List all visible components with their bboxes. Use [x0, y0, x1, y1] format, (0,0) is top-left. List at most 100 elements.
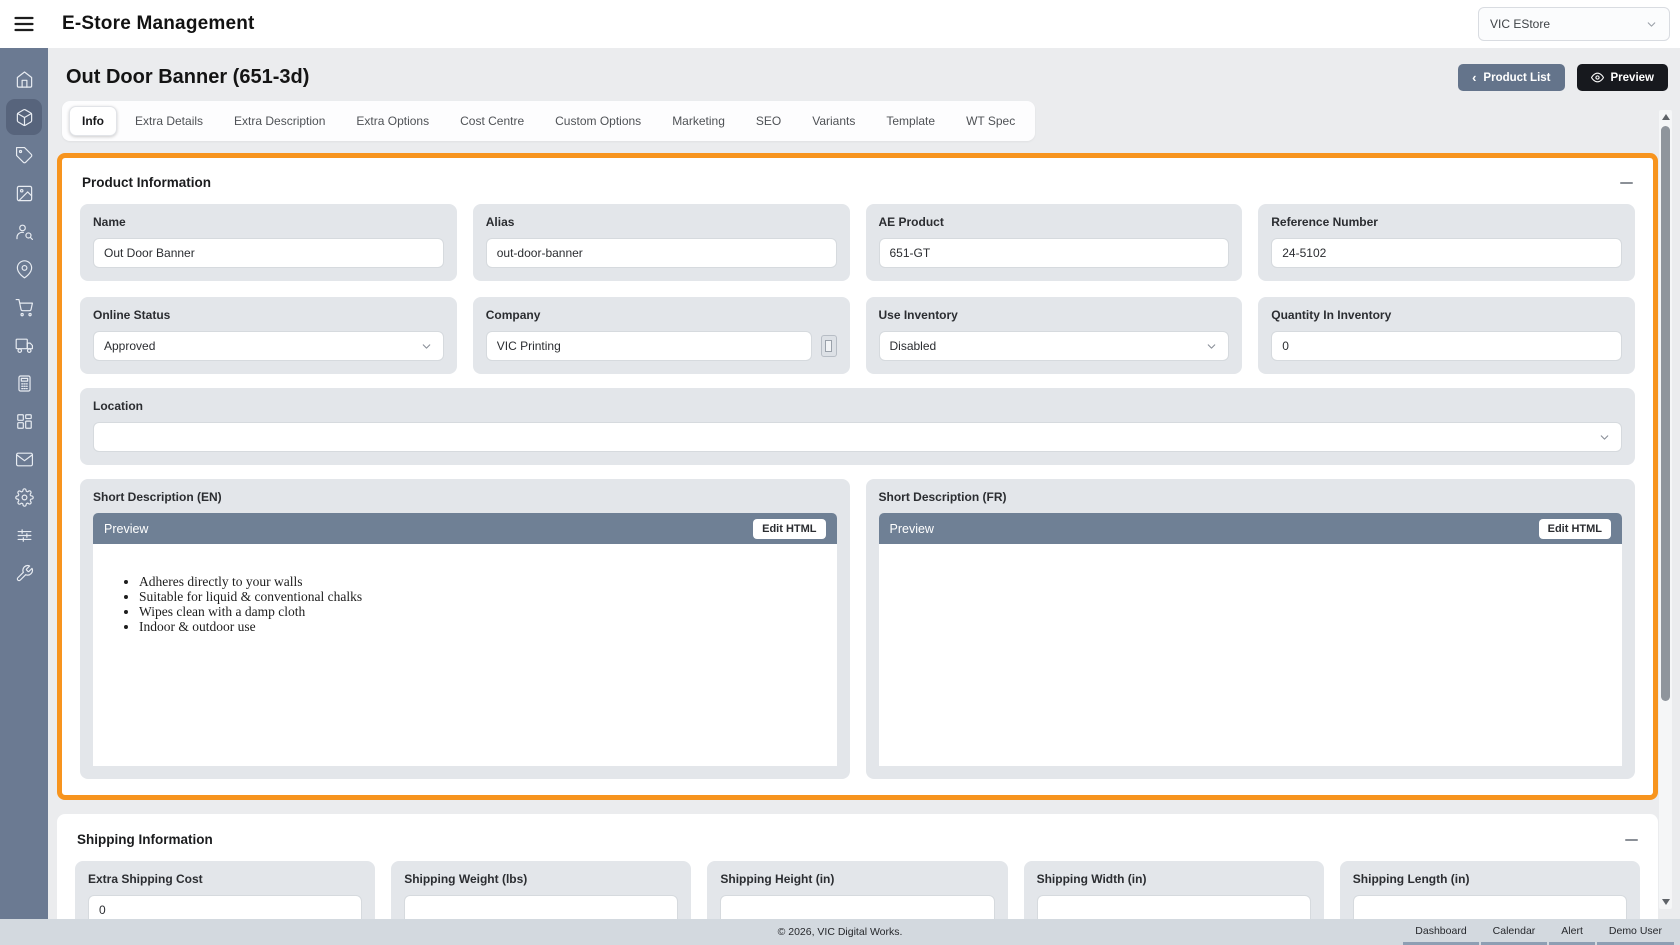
tab-extra-details[interactable]: Extra Details — [135, 114, 204, 128]
field-label: AE Product — [878, 215, 944, 229]
tab-marketing[interactable]: Marketing — [672, 114, 725, 128]
scrollbar-thumb[interactable] — [1661, 126, 1670, 701]
footer-link-dashboard[interactable]: Dashboard — [1403, 919, 1479, 945]
sidebar-item-home[interactable] — [6, 61, 42, 97]
quantity-in-inventory-input[interactable] — [1271, 331, 1622, 361]
use-inventory-select[interactable]: Disabled — [878, 331, 1230, 361]
vertical-scrollbar[interactable] — [1659, 110, 1672, 909]
sidebar-item-orders[interactable] — [6, 289, 42, 325]
product-information-panel: Product Information Name Alias AE Produc… — [57, 153, 1658, 800]
sidebar-item-locations[interactable] — [6, 251, 42, 287]
field-location: Location — [80, 388, 1635, 465]
name-input[interactable] — [93, 238, 444, 268]
scroll-down-button[interactable] — [1659, 895, 1672, 909]
sidebar-item-apps[interactable] — [6, 403, 42, 439]
section-title: Shipping Information — [77, 832, 213, 847]
field-shipping-height: Shipping Height (in) — [707, 861, 1008, 919]
sidebar-item-shipping[interactable] — [6, 327, 42, 363]
field-label: Shipping Length (in) — [1352, 872, 1470, 886]
preferences-sliders-icon — [17, 528, 31, 542]
shipping-weight-input[interactable] — [404, 895, 679, 919]
section-title: Product Information — [82, 175, 211, 190]
field-label: Company — [485, 308, 541, 322]
location-select[interactable] — [93, 422, 1622, 452]
company-lookup-button[interactable] — [820, 335, 837, 357]
field-label: Online Status — [93, 308, 171, 322]
calculator-icon — [17, 374, 31, 392]
customers-search-icon — [15, 224, 33, 240]
edit-html-button-fr[interactable]: Edit HTML — [1538, 518, 1611, 539]
tab-wt-spec[interactable]: WT Spec — [966, 114, 1016, 128]
company-input[interactable] — [485, 331, 812, 361]
sidebar-item-preferences[interactable] — [6, 517, 42, 553]
collapse-section-icon[interactable] — [1625, 838, 1638, 841]
lookup-icon — [825, 340, 832, 352]
short-description-en: Short Description (EN) Preview Edit HTML… — [80, 479, 850, 779]
sidebar-item-settings[interactable] — [6, 479, 42, 515]
tab-seo[interactable]: SEO — [755, 114, 782, 128]
tab-custom-options[interactable]: Custom Options — [555, 114, 642, 128]
collapse-section-icon[interactable] — [1620, 181, 1633, 184]
sidebar-item-media[interactable] — [6, 175, 42, 211]
bullet-item: Indoor & outdoor use — [139, 619, 837, 634]
field-reference-number: Reference Number — [1258, 204, 1635, 281]
tab-extra-description[interactable]: Extra Description — [234, 114, 326, 128]
products-box-icon — [16, 108, 32, 126]
copyright-text: © 2026, VIC Digital Works. — [777, 926, 903, 938]
reference-number-input[interactable] — [1271, 238, 1622, 268]
field-label: Use Inventory — [878, 308, 958, 322]
description-preview-en[interactable]: Adheres directly to your walls Suitable … — [93, 544, 837, 766]
location-pin-icon — [16, 259, 32, 278]
short-description-fr: Short Description (FR) Preview Edit HTML — [865, 479, 1635, 779]
tab-extra-options[interactable]: Extra Options — [356, 114, 430, 128]
store-selector-value: VIC EStore — [1490, 17, 1551, 31]
field-extra-shipping-cost: Extra Shipping Cost — [75, 861, 376, 919]
shopping-cart-icon — [15, 298, 33, 316]
product-list-button[interactable]: ‹ Product List — [1458, 64, 1565, 91]
sidebar-item-tags[interactable] — [6, 137, 42, 173]
field-label: Name — [93, 215, 126, 229]
shipping-height-input[interactable] — [720, 895, 995, 919]
online-status-select[interactable]: Approved — [93, 331, 444, 361]
alias-input[interactable] — [485, 238, 837, 268]
field-company: Company — [472, 297, 850, 374]
tab-variants[interactable]: Variants — [812, 114, 856, 128]
shipping-length-input[interactable] — [1352, 895, 1627, 919]
scroll-up-icon — [1661, 114, 1670, 120]
chevron-down-icon — [1207, 343, 1216, 349]
sidebar-item-tools[interactable] — [6, 555, 42, 591]
tag-icon — [15, 146, 32, 163]
bullet-item: Wipes clean with a damp cloth — [139, 604, 837, 619]
settings-gear-icon — [14, 487, 34, 507]
scroll-up-button[interactable] — [1659, 110, 1672, 124]
sidebar-item-accounting[interactable] — [6, 365, 42, 401]
edit-html-button-en[interactable]: Edit HTML — [753, 518, 826, 539]
footer-link-alert[interactable]: Alert — [1549, 919, 1595, 945]
tab-info[interactable]: Info — [69, 106, 117, 136]
tab-cost-centre[interactable]: Cost Centre — [460, 114, 525, 128]
extra-shipping-cost-input[interactable] — [88, 895, 363, 919]
sidebar-item-products[interactable] — [6, 99, 42, 135]
field-use-inventory: Use Inventory Disabled — [865, 297, 1243, 374]
tab-template[interactable]: Template — [886, 114, 936, 128]
store-selector[interactable]: VIC EStore — [1478, 7, 1670, 41]
description-preview-fr[interactable] — [878, 544, 1622, 766]
footer-link-demo-user[interactable]: Demo User — [1596, 919, 1674, 945]
menu-toggle-button[interactable] — [0, 12, 48, 36]
field-label: Shipping Weight (lbs) — [404, 872, 528, 886]
field-label: Short Description (EN) — [93, 490, 222, 504]
field-label: Quantity In Inventory — [1271, 308, 1392, 322]
field-alias: Alias — [472, 204, 850, 281]
footer-link-calendar[interactable]: Calendar — [1480, 919, 1548, 945]
top-bar: E-Store Management VIC EStore — [0, 0, 1680, 48]
field-shipping-length: Shipping Length (in) — [1339, 861, 1640, 919]
field-label: Short Description (FR) — [878, 490, 1007, 504]
preview-button[interactable]: Preview — [1576, 64, 1668, 91]
shipping-width-input[interactable] — [1036, 895, 1311, 919]
sidebar-item-mail[interactable] — [6, 441, 42, 477]
sidebar-item-customers[interactable] — [6, 213, 42, 249]
footer-bar: © 2026, VIC Digital Works. Dashboard Cal… — [0, 919, 1680, 945]
preview-label: Preview — [104, 521, 149, 536]
apps-grid-icon — [16, 413, 32, 429]
ae-product-input[interactable] — [878, 238, 1230, 268]
